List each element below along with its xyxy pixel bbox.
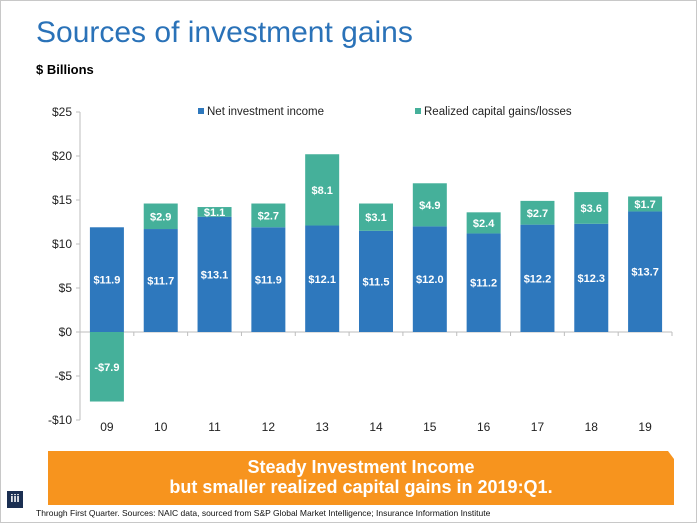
- x-tick-label: 12: [262, 420, 276, 434]
- source-note: Through First Quarter. Sources: NAIC dat…: [36, 508, 491, 518]
- iii-logo-icon: iii: [7, 491, 23, 508]
- x-tick-label: 14: [369, 420, 383, 434]
- data-label: $2.9: [150, 211, 171, 223]
- y-tick-label: -$5: [55, 369, 73, 383]
- bar-segment-realized-capital-gains: [197, 207, 232, 217]
- y-tick-label: -$10: [48, 413, 72, 427]
- data-label: $13.7: [631, 267, 659, 279]
- x-tick-label: 11: [208, 420, 221, 434]
- y-tick-label: $25: [52, 105, 72, 119]
- data-label: $2.4: [473, 218, 495, 230]
- y-tick-label: $10: [52, 237, 72, 251]
- bar-segment-realized-capital-gains: [520, 200, 555, 225]
- units-label: $ Billions: [36, 62, 94, 77]
- data-label: $1.7: [634, 199, 655, 211]
- bar-segment-realized-capital-gains: [359, 203, 393, 231]
- legend-label: Realized capital gains/losses: [424, 106, 572, 118]
- bar-segment-net-investment-income: [89, 227, 124, 332]
- bar-segment-net-investment-income: [412, 226, 447, 332]
- bar-segment-net-investment-income: [251, 227, 286, 332]
- data-label: $11.9: [93, 275, 120, 287]
- bar-segment-realized-capital-gains: [574, 192, 609, 224]
- data-label: -$7.9: [94, 362, 119, 374]
- data-label: $12.2: [524, 273, 552, 285]
- data-label: $4.9: [419, 200, 440, 212]
- data-label: $2.7: [527, 208, 548, 220]
- y-tick-label: $5: [59, 281, 73, 295]
- bar-segment-net-investment-income: [628, 211, 663, 332]
- bar-segment-realized-capital-gains: [628, 196, 663, 212]
- bar-segment-realized-capital-gains: [412, 183, 447, 227]
- data-label: $11.7: [147, 276, 174, 288]
- y-tick-label: $20: [52, 149, 72, 163]
- x-tick-label: 15: [423, 420, 437, 434]
- bar-segment-realized-capital-gains: [89, 332, 124, 402]
- x-tick-label: 19: [638, 420, 652, 434]
- x-tick-label: 18: [585, 420, 599, 434]
- y-tick-label: $0: [59, 325, 73, 339]
- data-label: $3.1: [365, 212, 386, 224]
- bar-segment-net-investment-income: [574, 223, 609, 332]
- legend-swatch: [415, 108, 421, 114]
- takeaway-banner: Steady Investment Income but smaller rea…: [48, 451, 674, 505]
- x-tick-label: 09: [100, 420, 114, 434]
- banner-line-1: Steady Investment Income: [247, 457, 475, 477]
- bar-segment-net-investment-income: [520, 224, 555, 332]
- data-label: $3.6: [581, 203, 602, 215]
- bar-segment-net-investment-income: [466, 233, 501, 332]
- bar-segment-realized-capital-gains: [251, 203, 286, 228]
- chart-title: Sources of investment gains: [36, 16, 413, 49]
- data-label: $11.9: [255, 275, 282, 287]
- data-label: $12.1: [308, 274, 336, 286]
- bar-segment-net-investment-income: [143, 229, 178, 332]
- bar-segment-net-investment-income: [197, 216, 232, 332]
- legend-swatch: [198, 108, 204, 114]
- bar-segment-net-investment-income: [305, 225, 340, 332]
- data-label: $2.7: [258, 210, 279, 222]
- data-label: $11.2: [470, 278, 497, 290]
- data-label: $8.1: [311, 185, 332, 197]
- bar-segment-realized-capital-gains: [466, 212, 501, 234]
- bar-segment-realized-capital-gains: [143, 203, 178, 230]
- data-label: $13.1: [201, 269, 229, 281]
- data-label: $11.5: [363, 276, 390, 288]
- data-label: $12.0: [416, 274, 444, 286]
- x-tick-label: 16: [477, 420, 491, 434]
- banner-line-2: but smaller realized capital gains in 20…: [169, 477, 553, 497]
- data-label: $12.3: [578, 273, 606, 285]
- legend-label: Net investment income: [207, 106, 324, 118]
- data-label: $1.1: [204, 207, 225, 219]
- x-tick-label: 10: [154, 420, 168, 434]
- bar-segment-realized-capital-gains: [305, 154, 340, 226]
- x-tick-label: 17: [531, 420, 545, 434]
- x-tick-label: 13: [316, 420, 330, 434]
- y-tick-label: $15: [52, 193, 72, 207]
- bar-segment-net-investment-income: [359, 230, 393, 332]
